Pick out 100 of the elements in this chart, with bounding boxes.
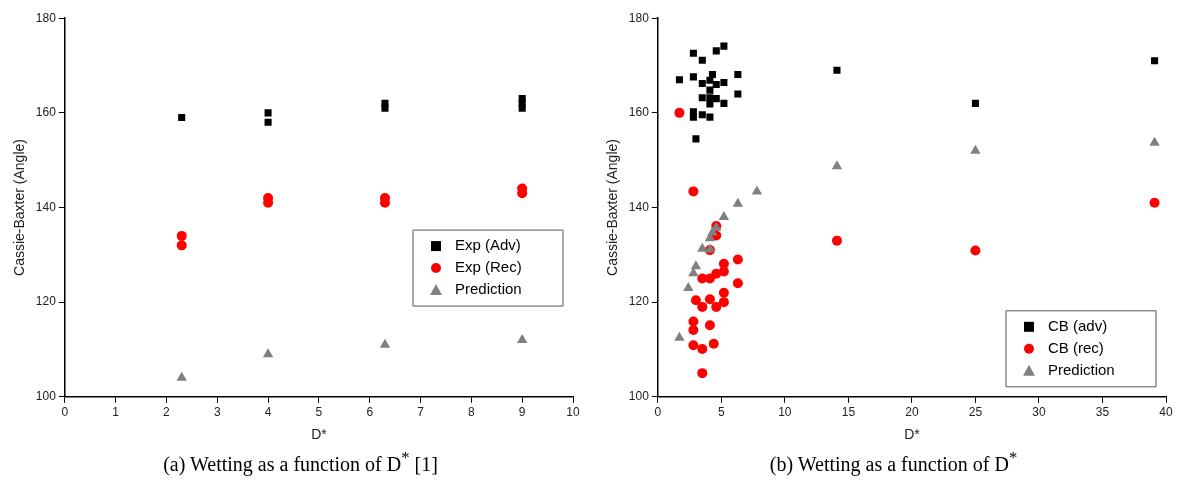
point	[831, 160, 843, 170]
text: (a) Wetting as a function of D$^{*}$ [1]	[162, 448, 439, 476]
point	[697, 368, 708, 379]
point	[970, 144, 981, 154]
x-tick-label: 10	[778, 405, 792, 420]
point	[518, 104, 526, 112]
y-tick-label: 100	[35, 389, 57, 404]
y-tick-label: 140	[628, 199, 650, 214]
point	[688, 186, 699, 197]
point	[674, 107, 685, 118]
x-axis-title: D*	[311, 426, 328, 443]
point	[732, 197, 744, 207]
x-tick-label: 2	[163, 405, 171, 420]
point	[379, 338, 391, 348]
x-tick-label: 30	[1032, 405, 1046, 420]
point	[708, 338, 719, 349]
point	[176, 371, 187, 381]
point	[712, 47, 720, 55]
point	[697, 301, 708, 312]
point	[688, 340, 699, 351]
x-tick-label: 35	[1095, 405, 1110, 420]
point	[264, 109, 272, 117]
point	[688, 325, 699, 336]
y-tick-label: 100	[628, 389, 650, 404]
point	[704, 294, 715, 305]
point	[1151, 57, 1159, 65]
point	[698, 79, 706, 88]
point	[697, 344, 708, 354]
point	[734, 70, 742, 79]
point	[674, 331, 685, 341]
point	[516, 334, 528, 344]
point	[718, 210, 730, 220]
point	[262, 348, 274, 358]
point	[970, 245, 981, 256]
point	[712, 95, 720, 103]
point	[689, 49, 697, 57]
point	[690, 295, 701, 306]
point	[178, 114, 186, 122]
y-tick-label: 160	[628, 105, 650, 120]
point	[711, 301, 722, 312]
point	[689, 113, 697, 121]
point	[689, 73, 697, 81]
point	[732, 254, 743, 265]
legend-label: CB (adv)	[1048, 316, 1108, 334]
x-tick-label: 0	[61, 405, 69, 420]
x-tick-label: 7	[417, 405, 425, 420]
y-tick-label: 180	[35, 10, 57, 25]
point	[264, 118, 272, 126]
point	[718, 287, 729, 298]
x-tick-label: 5	[718, 405, 725, 420]
point	[176, 230, 187, 241]
x-tick-label: 4	[264, 405, 272, 420]
x-tick-label: 5	[315, 405, 323, 420]
point	[698, 56, 706, 64]
x-tick-label: 1	[112, 405, 120, 420]
point	[706, 86, 714, 94]
point	[698, 94, 706, 102]
point	[751, 185, 763, 195]
point	[718, 266, 729, 277]
point	[708, 70, 716, 79]
point	[704, 320, 715, 331]
point	[690, 260, 702, 270]
legend-label: Prediction	[455, 280, 522, 298]
point	[1149, 197, 1160, 208]
point	[720, 42, 728, 50]
point	[697, 242, 708, 252]
legend-label: CB (rec)	[1048, 338, 1104, 356]
point	[706, 100, 714, 108]
x-axis-title: D*	[904, 426, 921, 443]
y-axis-title: Cassie-Baxter (Angle)	[604, 139, 621, 276]
y-tick-label: 120	[35, 294, 57, 309]
x-tick-label: 3	[213, 405, 221, 420]
y-tick-label: 180	[628, 10, 650, 25]
point	[732, 278, 743, 289]
point	[712, 80, 720, 88]
point	[675, 76, 683, 84]
x-tick-label: 10	[566, 405, 580, 420]
x-tick-label: 8	[468, 405, 476, 420]
x-tick-label: 15	[841, 405, 856, 420]
text: (b) Wetting as a function of D$^{*}$	[768, 448, 1019, 476]
point	[1149, 136, 1160, 146]
point	[176, 240, 187, 251]
x-tick-label: 0	[654, 405, 662, 420]
point	[833, 66, 841, 74]
point	[698, 111, 706, 119]
point	[720, 99, 728, 107]
legend-label: Prediction	[1048, 360, 1115, 378]
x-tick-label: 20	[905, 405, 919, 420]
point	[683, 281, 694, 291]
point	[971, 99, 979, 107]
y-tick-label: 160	[35, 105, 57, 120]
y-tick-label: 120	[628, 294, 650, 309]
x-tick-label: 6	[366, 405, 374, 420]
point	[381, 104, 389, 112]
x-tick-label: 9	[518, 405, 526, 420]
point	[692, 135, 700, 143]
x-tick-label: 40	[1159, 405, 1173, 420]
point	[734, 90, 742, 98]
point	[831, 235, 842, 246]
point	[720, 79, 728, 87]
